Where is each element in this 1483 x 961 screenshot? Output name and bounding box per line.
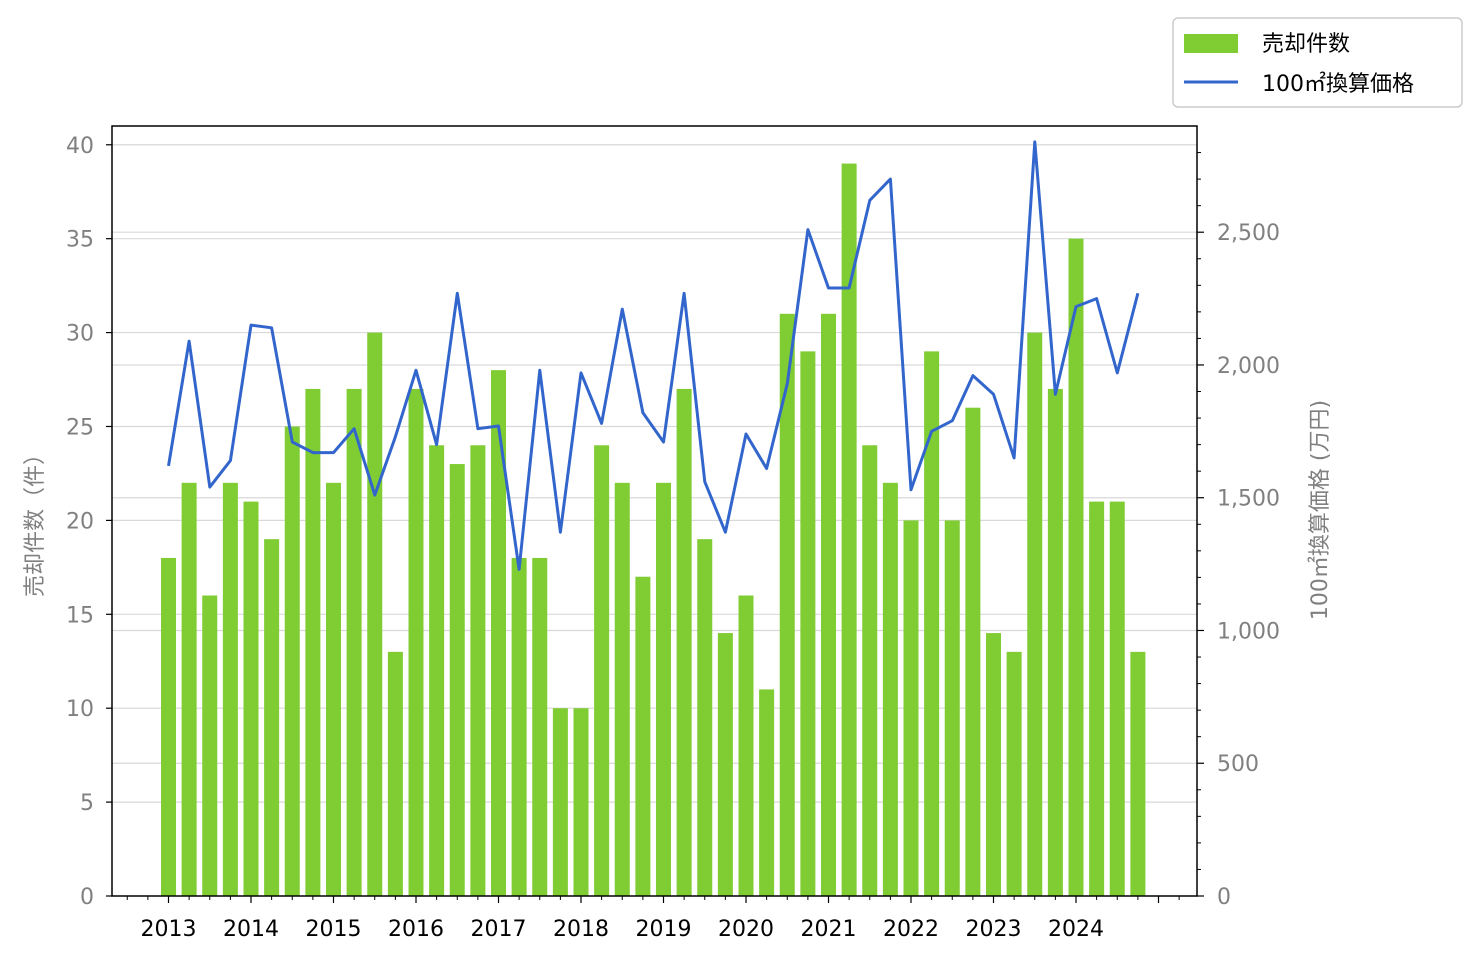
- bar-15: [470, 445, 486, 896]
- bar-29: [759, 689, 775, 896]
- bar-12: [408, 388, 424, 896]
- plot-frame: [111, 125, 1198, 897]
- bar-25: [676, 388, 692, 896]
- bar-18: [532, 557, 548, 896]
- x-tick-label-10: 2023: [966, 917, 1022, 942]
- legend-bar-swatch: [1184, 34, 1238, 53]
- bar-45: [1089, 501, 1105, 896]
- left-tick-label-7: 35: [66, 228, 94, 253]
- left-tick-label-3: 15: [66, 603, 94, 628]
- legend-line-label: 100㎡換算価格: [1262, 71, 1414, 97]
- x-tick-label-9: 2022: [883, 917, 939, 942]
- bar-42: [1027, 332, 1043, 897]
- bar-20: [573, 708, 589, 896]
- bar-23: [635, 576, 651, 896]
- bar-35: [882, 482, 898, 896]
- bar-3: [222, 482, 238, 896]
- legend-box: [1172, 17, 1463, 108]
- x-tick-label-0: 2013: [141, 917, 197, 942]
- bar-19: [552, 708, 568, 896]
- bar-2: [202, 595, 218, 896]
- x-tick-label-4: 2017: [471, 917, 527, 942]
- bar-1: [181, 482, 197, 896]
- x-tick-label-1: 2014: [223, 917, 279, 942]
- bar-34: [862, 445, 878, 896]
- bar-31: [800, 351, 816, 896]
- left-tick-label-5: 25: [66, 415, 94, 440]
- right-tick-label-0: 0: [1217, 885, 1231, 910]
- bar-40: [986, 633, 1001, 896]
- axes: [111, 125, 1198, 897]
- bar-0: [161, 557, 176, 896]
- bar-11: [387, 651, 403, 896]
- x-tick-label-7: 2020: [718, 917, 774, 942]
- right-tick-label-1: 500: [1217, 752, 1259, 777]
- left-y-axis: 0 5 10 15 20 25 30 35 40: [66, 134, 112, 910]
- right-axis-title: 100㎡換算価格 (万円): [1307, 400, 1333, 620]
- x-tick-label-11: 2024: [1048, 917, 1104, 942]
- bar-26: [697, 539, 713, 896]
- right-tick-label-4: 2,000: [1217, 354, 1280, 379]
- legend-bar-label: 売却件数: [1262, 32, 1350, 57]
- x-tick-label-8: 2021: [801, 917, 857, 942]
- x-tick-label-6: 2019: [636, 917, 692, 942]
- bar-39: [965, 407, 981, 896]
- right-tick-label-5: 2,500: [1217, 221, 1280, 246]
- bar-7: [305, 388, 321, 896]
- bar-43: [1047, 388, 1063, 896]
- bar-41: [1006, 651, 1022, 896]
- bar-22: [614, 482, 630, 896]
- left-tick-label-8: 40: [66, 134, 94, 159]
- x-tick-label-2: 2015: [306, 917, 362, 942]
- x-axis: 2013 2014 2015 2016 2017 2018 2019 2020 2021 2022…: [126, 896, 1180, 942]
- bar-4: [243, 501, 259, 896]
- left-tick-label-1: 5: [80, 791, 94, 816]
- bar-30: [779, 313, 795, 896]
- left-tick-label-6: 30: [66, 322, 94, 347]
- legend: 売却件数 100㎡換算価格: [1172, 17, 1463, 108]
- bar-9: [346, 388, 362, 896]
- left-tick-label-4: 20: [66, 509, 94, 534]
- right-tick-label-2: 1,000: [1217, 619, 1280, 644]
- bar-27: [717, 633, 733, 896]
- bar-21: [594, 445, 610, 896]
- line-series: [167, 140, 1140, 571]
- bar-33: [841, 163, 857, 896]
- bar-10: [367, 332, 383, 897]
- bar-24: [656, 482, 671, 896]
- left-tick-label-0: 0: [80, 885, 94, 910]
- bar-6: [284, 426, 300, 896]
- bar-28: [738, 595, 754, 896]
- right-tick-label-3: 1,500: [1217, 487, 1280, 512]
- bar-36: [903, 520, 919, 896]
- bar-44: [1068, 238, 1084, 896]
- bar-13: [429, 445, 445, 896]
- bar-8: [326, 482, 341, 896]
- price-line: [167, 140, 1140, 571]
- x-tick-label-3: 2016: [388, 917, 444, 942]
- bar-46: [1109, 501, 1125, 896]
- x-tick-label-5: 2018: [553, 917, 609, 942]
- bar-16: [491, 370, 506, 896]
- bar-32: [821, 313, 836, 896]
- bar-series: [161, 163, 1146, 897]
- bar-17: [511, 557, 527, 896]
- bar-14: [449, 464, 465, 896]
- left-tick-label-2: 10: [66, 697, 94, 722]
- bar-47: [1130, 651, 1146, 896]
- bar-38: [944, 520, 960, 896]
- left-axis-title: 売却件数（件）: [23, 443, 48, 597]
- right-y-axis: 0 500 1,000 1,500 2,000 2,500: [1197, 152, 1280, 910]
- bar-37: [924, 351, 940, 896]
- bar-5: [264, 539, 280, 896]
